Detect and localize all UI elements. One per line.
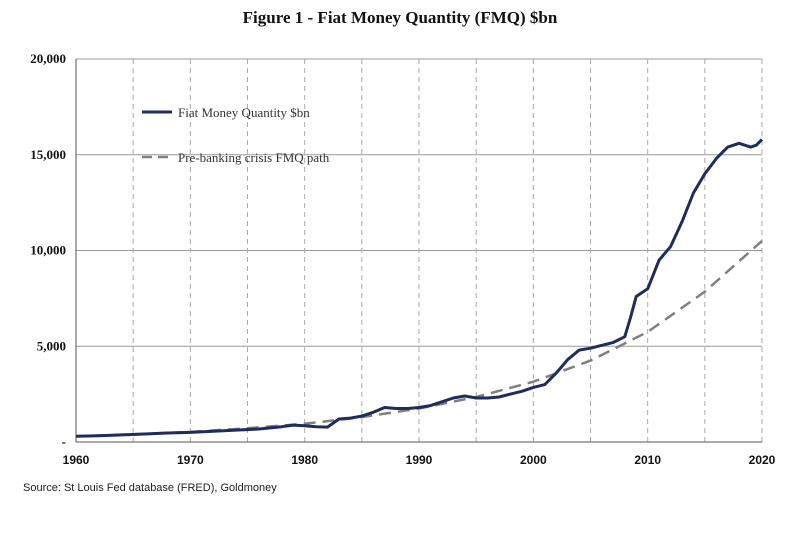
- y-tick-label: 5,000: [37, 338, 66, 353]
- y-tick-label: 10,000: [30, 243, 66, 258]
- x-tick-label: 1980: [291, 453, 318, 467]
- y-tick-label: 15,000: [30, 147, 66, 162]
- x-tick-label: 2010: [634, 453, 661, 467]
- x-tick-label: 2020: [749, 453, 776, 467]
- series-line-fmq: [75, 138, 764, 438]
- x-tick-label: 2000: [520, 453, 547, 467]
- x-tick-label: 1990: [406, 453, 433, 467]
- source-note: Source: St Louis Fed database (FRED), Go…: [23, 482, 277, 494]
- chart-title: Figure 1 - Fiat Money Quantity (FMQ) $bn: [242, 8, 558, 27]
- legend-label-fmq-path: Pre-banking crisis FMQ path: [178, 150, 330, 165]
- y-tick-label: -: [62, 434, 66, 449]
- legend-label-fmq: Fiat Money Quantity $bn: [178, 105, 310, 120]
- x-tick-label: 1970: [177, 453, 204, 467]
- x-tick-label: 1960: [63, 453, 90, 467]
- y-tick-label: 20,000: [30, 51, 66, 66]
